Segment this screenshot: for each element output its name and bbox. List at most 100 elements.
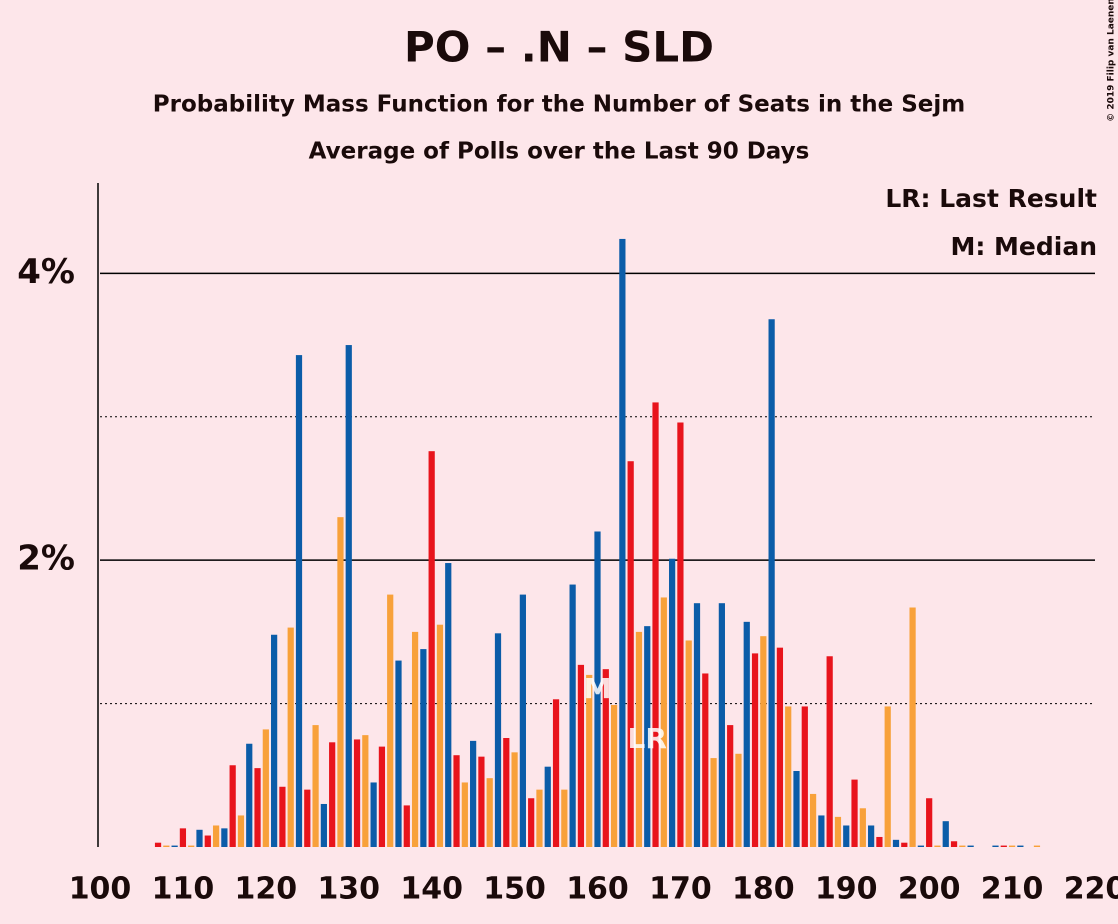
bar bbox=[843, 825, 850, 847]
bar bbox=[834, 816, 842, 847]
bar bbox=[221, 828, 228, 847]
bar bbox=[171, 845, 178, 847]
bar bbox=[445, 563, 452, 847]
bar bbox=[635, 631, 643, 847]
bar bbox=[809, 793, 817, 847]
bar bbox=[387, 594, 394, 847]
bar bbox=[287, 627, 294, 847]
x-tick-label: 120 bbox=[235, 872, 298, 907]
x-tick-label: 130 bbox=[317, 872, 380, 907]
bar bbox=[511, 752, 518, 847]
bar bbox=[544, 766, 551, 847]
bar bbox=[942, 821, 949, 847]
bar bbox=[453, 755, 460, 847]
bar bbox=[1008, 845, 1016, 847]
x-tick-label: 180 bbox=[732, 872, 795, 907]
bar bbox=[196, 829, 203, 847]
bar bbox=[586, 674, 593, 847]
x-tick-label: 170 bbox=[649, 872, 712, 907]
legend-text: LR: Last Result bbox=[885, 184, 1097, 213]
x-tick-label: 210 bbox=[981, 872, 1044, 907]
bar bbox=[163, 845, 170, 847]
chart-title: PO – .N – SLD bbox=[404, 23, 714, 72]
bar bbox=[461, 782, 468, 847]
bar bbox=[411, 631, 419, 847]
chart-subtitle: Average of Polls over the Last 90 Days bbox=[309, 139, 810, 165]
bar bbox=[519, 594, 526, 847]
bar bbox=[552, 699, 560, 847]
bar bbox=[917, 845, 924, 847]
bar bbox=[710, 758, 717, 847]
bar bbox=[594, 531, 601, 847]
bar bbox=[312, 725, 319, 847]
bar bbox=[237, 815, 245, 847]
bar bbox=[188, 845, 195, 847]
bar bbox=[271, 634, 278, 847]
bar bbox=[660, 597, 667, 847]
bar bbox=[561, 789, 568, 847]
bar bbox=[892, 839, 900, 847]
bar bbox=[909, 607, 916, 847]
y-tick-label: 2% bbox=[17, 539, 75, 579]
bar bbox=[337, 517, 344, 847]
bar bbox=[229, 765, 236, 847]
bar bbox=[503, 738, 510, 847]
bar bbox=[179, 828, 187, 847]
bar bbox=[776, 647, 784, 847]
bar bbox=[1033, 845, 1041, 847]
bar bbox=[818, 815, 825, 847]
bar bbox=[154, 842, 162, 847]
bar bbox=[378, 746, 386, 847]
bar bbox=[420, 649, 427, 847]
bar bbox=[345, 345, 352, 847]
bar bbox=[801, 706, 808, 847]
annotation: M bbox=[584, 672, 612, 705]
chart-subtitle: Probability Mass Function for the Number… bbox=[153, 92, 965, 118]
bar bbox=[619, 238, 626, 847]
bar bbox=[528, 798, 535, 847]
bar bbox=[644, 626, 651, 847]
bar bbox=[395, 660, 402, 847]
bar bbox=[212, 825, 220, 847]
bar bbox=[569, 584, 576, 847]
bar bbox=[370, 782, 377, 847]
bar bbox=[743, 621, 750, 847]
bar bbox=[876, 836, 883, 847]
bar bbox=[868, 825, 875, 847]
bar bbox=[967, 845, 974, 847]
bar bbox=[627, 461, 634, 847]
y-tick-label: 4% bbox=[17, 252, 75, 292]
bar bbox=[760, 636, 767, 847]
bar bbox=[768, 319, 775, 847]
bar bbox=[826, 656, 833, 847]
bar bbox=[1000, 845, 1007, 847]
bar bbox=[693, 603, 701, 847]
credit: © 2019 Filip van Laenen bbox=[1107, 0, 1117, 122]
bar bbox=[486, 778, 493, 847]
bar bbox=[254, 768, 261, 847]
bar bbox=[436, 624, 444, 847]
bar bbox=[950, 841, 958, 847]
bar bbox=[851, 779, 858, 847]
x-tick-label: 160 bbox=[566, 872, 629, 907]
bar bbox=[262, 729, 269, 847]
bar bbox=[669, 558, 676, 847]
bar bbox=[884, 706, 891, 847]
bar bbox=[702, 673, 709, 847]
legend-text: M: Median bbox=[950, 232, 1097, 261]
bar bbox=[926, 798, 933, 847]
bar bbox=[718, 603, 725, 847]
x-tick-label: 190 bbox=[815, 872, 878, 907]
bar bbox=[934, 845, 941, 847]
bar bbox=[536, 789, 543, 847]
bar bbox=[727, 725, 734, 847]
bar bbox=[735, 753, 742, 847]
bar bbox=[279, 786, 286, 847]
annotation: LR bbox=[628, 722, 667, 755]
bar bbox=[362, 735, 369, 847]
bar bbox=[246, 743, 253, 847]
bar bbox=[751, 653, 759, 847]
bar bbox=[320, 803, 327, 847]
bar bbox=[428, 451, 435, 847]
